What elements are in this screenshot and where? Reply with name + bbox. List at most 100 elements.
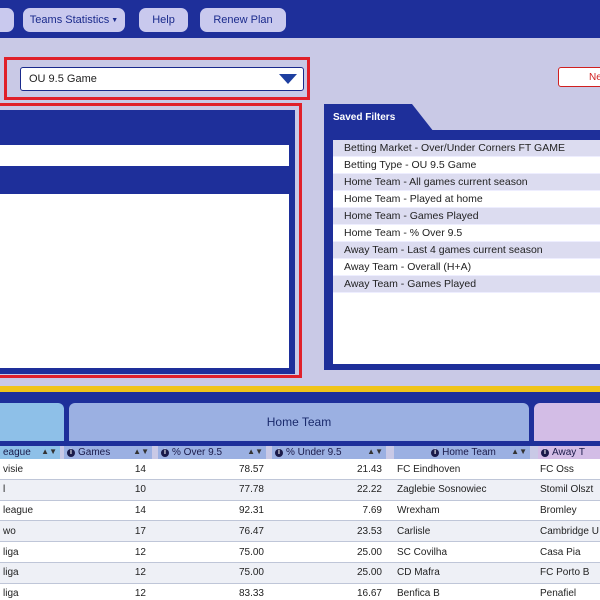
cell-league: l	[3, 484, 6, 496]
sort-icon: ▲▼	[511, 447, 527, 456]
cell-away-team: FC Porto B	[540, 567, 590, 579]
cell-over: 77.78	[238, 484, 264, 496]
filter-list[interactable]	[0, 194, 289, 368]
saved-filter-item[interactable]: Home Team - All games current season	[333, 174, 600, 191]
saved-filter-item[interactable]: Home Team - % Over 9.5	[333, 225, 600, 242]
info-icon: i	[431, 448, 440, 457]
new-filter-button-label: Ne	[589, 71, 600, 83]
filter-panel-highlight	[0, 103, 302, 378]
saved-filter-item[interactable]: Betting Type - OU 9.5 Game	[333, 157, 600, 174]
cell-home-team: Zaglebie Sosnowiec	[397, 484, 487, 496]
column-header-under[interactable]: i % Under 9.5 ▲▼	[272, 446, 386, 459]
section-divider	[0, 386, 600, 392]
saved-filter-item[interactable]: Home Team - Played at home	[333, 191, 600, 208]
saved-filter-item[interactable]: Away Team - Overall (H+A)	[333, 259, 600, 276]
market-select-value: OU 9.5 Game	[29, 73, 97, 85]
sort-icon: ▲▼	[247, 447, 263, 456]
cell-over: 83.33	[238, 588, 264, 600]
column-header-over[interactable]: i % Over 9.5 ▲▼	[158, 446, 266, 459]
info-icon: i	[541, 448, 549, 457]
saved-filter-item[interactable]: Betting Market - Over/Under Corners FT G…	[333, 140, 600, 157]
results-table-body: visie 14 78.57 21.43 FC Eindhoven FC Oss…	[0, 459, 600, 600]
cell-under: 25.00	[356, 567, 382, 579]
info-icon: i	[275, 448, 283, 457]
info-icon: i	[161, 448, 169, 457]
nav-help-label: Help	[152, 14, 175, 26]
nav-renew-plan-label: Renew Plan	[213, 14, 273, 26]
table-row[interactable]: liga 12 83.33 16.67 Benfica B Penafiel	[0, 583, 600, 600]
column-header-under-label: % Under 9.5	[286, 447, 342, 458]
sort-icon: ▲▼	[133, 447, 149, 456]
cell-league: league	[3, 505, 34, 517]
cell-under: 21.43	[356, 463, 382, 475]
nav-teams-statistics-label: Teams Statistics	[29, 14, 110, 26]
saved-filters-list: Betting Market - Over/Under Corners FT G…	[333, 140, 600, 364]
saved-filters-tab: Saved Filters	[324, 104, 434, 132]
sort-icon: ▲▼	[367, 447, 383, 456]
cell-home-team: Benfica B	[397, 588, 440, 600]
cell-over: 75.00	[238, 567, 264, 579]
filter-input[interactable]	[0, 145, 289, 166]
column-header-home-team-label: Home Team	[442, 447, 496, 458]
cell-over: 75.00	[238, 546, 264, 558]
dropdown-arrow-icon	[279, 74, 297, 84]
table-row[interactable]: league 14 92.31 7.69 Wrexham Bromley	[0, 500, 600, 522]
saved-filters-title: Saved Filters	[333, 112, 396, 123]
column-header-over-label: % Over 9.5	[172, 447, 223, 458]
cell-games: 12	[134, 546, 146, 558]
saved-filter-item[interactable]: Away Team - Last 4 games current season	[333, 242, 600, 259]
column-header-games[interactable]: i Games ▲▼	[64, 446, 152, 459]
table-row[interactable]: liga 12 75.00 25.00 SC Covilha Casa Pia	[0, 542, 600, 563]
cell-away-team: Bromley	[540, 505, 577, 517]
cell-games: 12	[134, 588, 146, 600]
filter-panel	[0, 110, 295, 374]
cell-away-team: Stomil Olszt	[540, 484, 594, 496]
section-divider-blue	[0, 392, 600, 396]
table-row[interactable]: l 10 77.78 22.22 Zaglebie Sosnowiec Stom…	[0, 479, 600, 501]
cell-games: 10	[134, 484, 146, 496]
market-select-highlight: OU 9.5 Game	[4, 57, 310, 100]
cell-league: liga	[3, 567, 19, 579]
cell-under: 23.53	[356, 525, 382, 537]
cell-under: 7.69	[362, 505, 382, 517]
cell-home-team: SC Covilha	[397, 546, 448, 558]
group-header-league	[0, 403, 64, 441]
cell-league: liga	[3, 546, 19, 558]
nav-teams-statistics[interactable]: Teams Statistics ▼	[23, 8, 125, 32]
cell-away-team: Casa Pia	[540, 546, 581, 558]
cell-home-team: FC Eindhoven	[397, 463, 461, 475]
cell-under: 16.67	[356, 588, 382, 600]
table-row[interactable]: liga 12 75.00 25.00 CD Mafra FC Porto B	[0, 562, 600, 584]
group-header-home-team-label: Home Team	[266, 415, 332, 429]
caret-down-icon: ▼	[111, 16, 119, 24]
cell-games: 17	[134, 525, 146, 537]
group-header-away-team	[534, 403, 600, 441]
column-header-league-label: eague	[3, 447, 31, 458]
table-row[interactable]: wo 17 76.47 23.53 Carlisle Cambridge U	[0, 521, 600, 543]
new-filter-button[interactable]: Ne	[558, 67, 600, 87]
saved-filter-item[interactable]: Home Team - Games Played	[333, 208, 600, 225]
cell-over: 76.47	[238, 525, 264, 537]
column-header-away-team[interactable]: i Away T	[538, 446, 600, 459]
cell-over: 92.31	[238, 505, 264, 517]
nav-button-partial[interactable]	[0, 8, 14, 32]
cell-under: 25.00	[356, 546, 382, 558]
nav-renew-plan[interactable]: Renew Plan	[200, 8, 286, 32]
market-select[interactable]: OU 9.5 Game	[20, 67, 304, 91]
table-row[interactable]: visie 14 78.57 21.43 FC Eindhoven FC Oss	[0, 459, 600, 480]
cell-games: 14	[134, 463, 146, 475]
saved-filter-item[interactable]: Away Team - Games Played	[333, 276, 600, 293]
info-icon: i	[67, 448, 75, 457]
cell-away-team: Penafiel	[540, 588, 577, 600]
column-header-games-label: Games	[78, 447, 111, 458]
cell-under: 22.22	[356, 484, 382, 496]
cell-games: 14	[134, 505, 146, 517]
cell-home-team: Carlisle	[397, 525, 431, 537]
cell-away-team: FC Oss	[540, 463, 574, 475]
cell-league: wo	[3, 525, 16, 537]
cell-home-team: CD Mafra	[397, 567, 440, 579]
column-header-league[interactable]: eague ▲▼	[0, 446, 60, 459]
cell-league: liga	[3, 588, 19, 600]
column-header-home-team[interactable]: i Home Team ▲▼	[394, 446, 530, 459]
nav-help[interactable]: Help	[139, 8, 188, 32]
